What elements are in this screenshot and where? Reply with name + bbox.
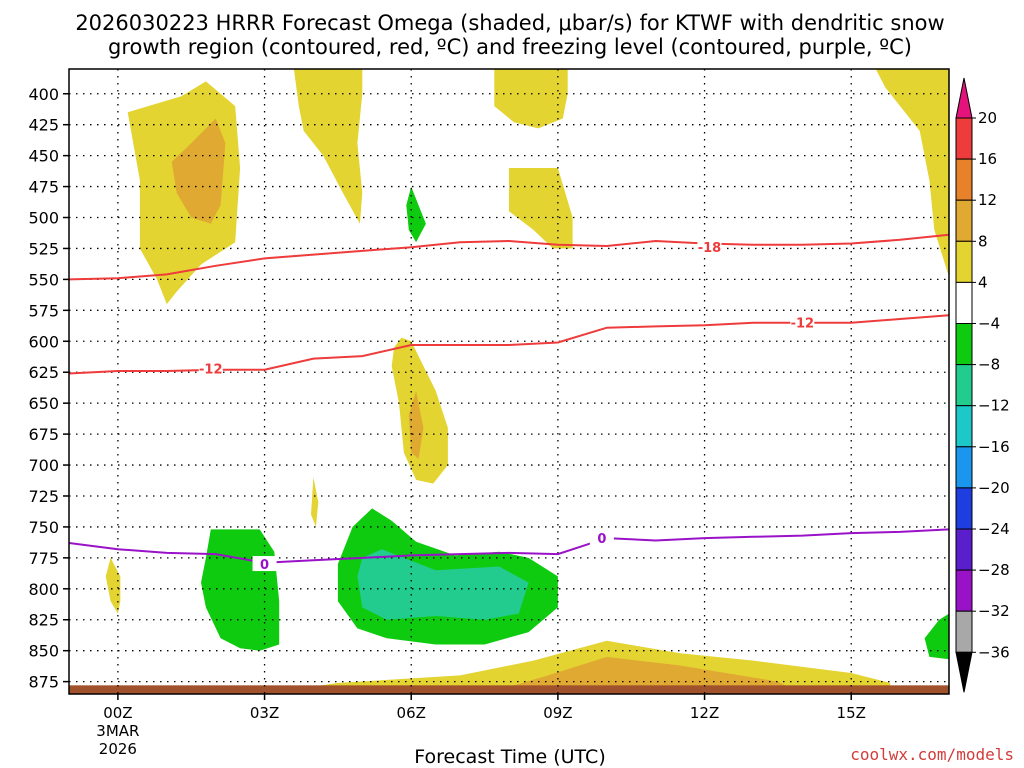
colorbar-label-11: −28 <box>978 561 1010 579</box>
y-tick-label-575: 575 <box>28 301 59 320</box>
omega-region-left-green-blob <box>201 529 280 651</box>
omega-region-upper-column-positive <box>293 69 363 224</box>
colorbar-label-13: −36 <box>978 643 1010 661</box>
colorbar-label-0: 20 <box>978 109 997 127</box>
plot-border <box>68 68 950 695</box>
plot-area: -18 -12 -12 0 0 <box>68 68 950 695</box>
y-tick-label-875: 875 <box>28 673 59 692</box>
omega-region-small-positive-sliver <box>311 477 319 527</box>
x-tick-label-12Z: 12Z <box>690 704 719 722</box>
freezing-level-label-2: 0 <box>597 532 606 547</box>
y-tick-label-500: 500 <box>28 209 59 228</box>
colorbar-top-arrow <box>955 77 973 119</box>
y-tick-label-475: 475 <box>28 178 59 197</box>
x-tick-year: 2026 <box>99 740 137 758</box>
omega-region-upper-mid-positive <box>494 69 568 129</box>
colorbar-legend: 20 16 12 8 4 −4 −8 −12 −16 −20 −24 −28 −32 −36 <box>955 77 1010 693</box>
dgz-upper-contour <box>69 233 949 281</box>
colorbar-swatch-4 <box>955 281 973 324</box>
dgz-lower-label-bg <box>198 360 223 376</box>
colorbar-swatch-11 <box>955 569 973 612</box>
omega-region-lower-positive-core <box>484 656 803 694</box>
omega-region-mid-green-sliver <box>406 186 426 243</box>
y-tick-label-525: 525 <box>28 239 59 258</box>
y-tick-label-400: 400 <box>28 85 59 104</box>
y-tick-label-775: 775 <box>28 549 59 568</box>
y-tick-label-700: 700 <box>28 456 59 475</box>
y-tick-label-850: 850 <box>28 642 59 661</box>
colorbar-swatch-7 <box>955 405 973 448</box>
x-tick-label-15Z: 15Z <box>837 704 866 722</box>
colorbar-swatch-10 <box>955 528 973 571</box>
y-tick-label-725: 725 <box>28 487 59 506</box>
colorbar-label-10: −24 <box>978 520 1010 538</box>
colorbar-label-2: 12 <box>978 191 997 209</box>
y-axis: 400 425 450 475 500 525 550 575 600 625 650 675 700 7… <box>28 85 69 692</box>
omega-region-mid-positive-core <box>408 390 424 459</box>
y-tick-label-675: 675 <box>28 425 59 444</box>
x-tick-label-00Z: 00Z <box>103 704 132 722</box>
x-axis-label: Forecast Time (UTC) <box>414 746 605 768</box>
colorbar-label-1: 16 <box>978 150 997 168</box>
colorbar-swatch-3 <box>955 240 973 283</box>
y-tick-label-625: 625 <box>28 363 59 382</box>
colorbar-label-5: −4 <box>978 315 1000 333</box>
dgz-upper-label-bg <box>697 239 722 255</box>
colorbar-swatch-8 <box>955 446 973 489</box>
colorbar-swatch-6 <box>955 364 973 407</box>
terrain-band <box>69 685 949 694</box>
dgz-lower-label-2: -12 <box>791 317 815 332</box>
x-tick-label-06Z: 06Z <box>397 704 426 722</box>
colorbar-swatch-12 <box>955 610 973 653</box>
colorbar-label-6: −8 <box>978 356 1000 374</box>
freezing-level-label: 0 <box>260 558 269 573</box>
colorbar-swatch-0 <box>955 117 973 160</box>
dgz-lower-label-2-bg <box>790 314 815 330</box>
y-tick-label-650: 650 <box>28 394 59 413</box>
dgz-upper-label: -18 <box>698 241 722 256</box>
x-tick-label-03Z: 03Z <box>250 704 279 722</box>
omega-region-mid-column-positive <box>509 168 573 249</box>
colorbar-label-9: −20 <box>978 479 1010 497</box>
colorbar-label-3: 8 <box>978 232 988 250</box>
colorbar-swatch-9 <box>955 487 973 530</box>
y-tick-label-600: 600 <box>28 332 59 351</box>
omega-region-upper-left-core <box>171 118 226 224</box>
colorbar-swatch-5 <box>955 323 973 366</box>
plot-content: -18 -12 -12 0 0 <box>69 69 949 694</box>
omega-region-right-top-positive <box>875 69 949 277</box>
x-tick-date: 3MAR <box>96 722 139 740</box>
chart-title-line-2: growth region (contoured, red, ºC) and f… <box>108 35 912 59</box>
y-tick-label-825: 825 <box>28 611 59 630</box>
freezing-level-contour <box>69 528 949 564</box>
y-tick-label-550: 550 <box>28 270 59 289</box>
y-tick-label-750: 750 <box>28 518 59 537</box>
omega-region-central-teal-core <box>357 549 529 620</box>
chart-title-line-1: 2026030223 HRRR Forecast Omega (shaded, … <box>75 11 944 35</box>
dgz-lower-label: -12 <box>199 363 223 378</box>
colorbar-bottom-arrow <box>955 651 973 693</box>
credit-text: coolwx.com/models <box>850 745 1014 764</box>
y-tick-label-450: 450 <box>28 147 59 166</box>
omega-region-right-bottom-green <box>924 613 949 660</box>
colorbar-label-7: −12 <box>978 397 1010 415</box>
colorbar-swatch-2 <box>955 199 973 242</box>
colorbar-swatch-1 <box>955 158 973 201</box>
omega-region-left-small-positive <box>105 557 121 614</box>
freezing-level-label-bg <box>252 556 277 572</box>
freezing-level-label-2-bg <box>589 530 614 546</box>
y-tick-label-800: 800 <box>28 580 59 599</box>
colorbar-label-12: −32 <box>978 602 1010 620</box>
colorbar-label-8: −16 <box>978 438 1010 456</box>
x-tick-label-09Z: 09Z <box>543 704 572 722</box>
y-tick-label-425: 425 <box>28 116 59 135</box>
colorbar-label-4: 4 <box>978 273 988 291</box>
